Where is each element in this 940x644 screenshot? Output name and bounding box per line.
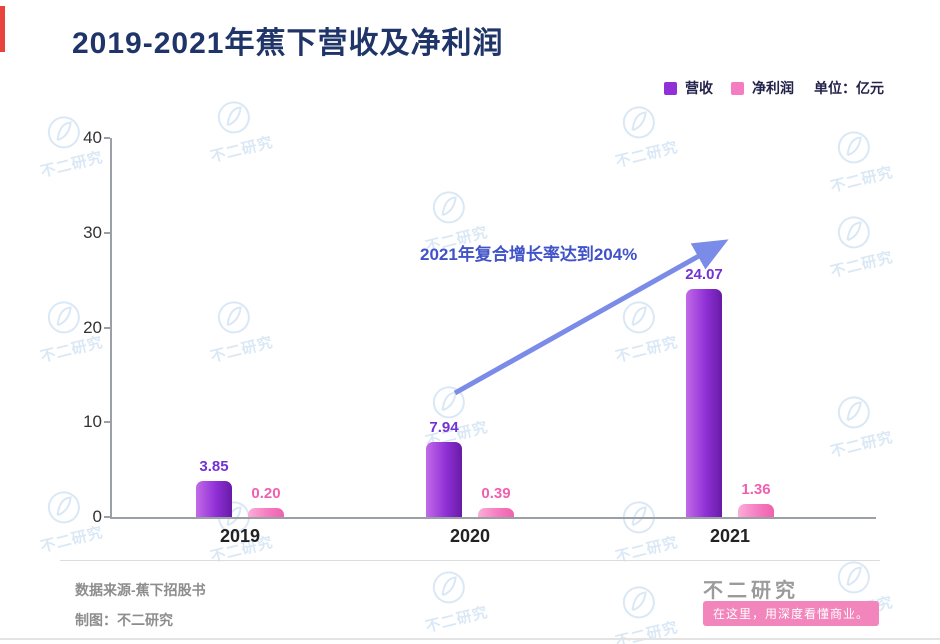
profit-value-label: 1.36 (741, 481, 771, 499)
x-axis-label: 2021 (709, 526, 751, 546)
revenue-value-label: 24.07 (685, 265, 723, 283)
y-axis-label: 40 (83, 128, 102, 147)
y-axis-tick (104, 326, 110, 329)
y-axis-label: 0 (92, 507, 102, 526)
corner-accent-bar (0, 6, 5, 52)
profit-bar-2020 (478, 508, 514, 517)
brand-tagline-badge: 在这里，用深度看懂商业。 (703, 601, 880, 626)
brand-leaf-icon (217, 301, 250, 334)
watermark: 不二研究 (594, 491, 690, 570)
watermark-text: 不二研究 (423, 603, 491, 636)
revenue-bar-2020 (426, 441, 462, 517)
revenue-value-label: 3.85 (199, 457, 229, 475)
brand-leaf-icon (837, 396, 870, 429)
watermark: 不二研究 (809, 121, 905, 200)
watermark: 不二研究 (189, 91, 285, 170)
credit-text: 制图：不二研究 (75, 612, 173, 628)
watermark-text: 不二研究 (38, 148, 106, 181)
watermark-text: 不二研究 (208, 333, 276, 366)
profit-value-label: 0.39 (481, 485, 511, 502)
y-axis-tick (104, 421, 110, 424)
y-axis-label: 30 (83, 222, 102, 242)
y-axis-tick (104, 137, 110, 139)
brand-leaf-icon (837, 131, 870, 164)
watermark-text: 不二研究 (613, 138, 681, 171)
watermark-text: 不二研究 (828, 163, 896, 196)
watermark: 不二研究 (404, 561, 500, 640)
growth-annotation: 2021年复合增长率达到204% (420, 245, 638, 264)
y-axis-label: 10 (83, 412, 102, 432)
unit-label: 单位：亿元 (814, 80, 884, 96)
y-axis-tick (104, 516, 110, 518)
x-axis-label: 2020 (449, 526, 491, 546)
revenue-bar-2019 (196, 480, 232, 517)
profit-bar-2019 (248, 508, 284, 517)
brand-leaf-icon (622, 586, 655, 619)
footer-divider (60, 560, 880, 561)
brand-leaf-icon (837, 561, 870, 594)
revenue-bar-2021 (686, 288, 722, 517)
page-title: 2019-2021年蕉下营收及净利润 (72, 27, 504, 60)
watermark: 不二研究 (189, 291, 285, 370)
y-axis-label: 20 (83, 317, 102, 337)
legend-swatch-profit (731, 81, 744, 95)
brand-leaf-icon (217, 101, 250, 134)
brand-name: 不二研究 (703, 580, 799, 602)
profit-bar-2021 (738, 504, 774, 517)
revenue-value-label: 7.94 (429, 418, 459, 436)
x-axis-label: 2019 (219, 526, 261, 546)
y-axis-line (110, 138, 112, 517)
legend-label-profit: 净利润 (752, 80, 794, 96)
watermark: 不二研究 (809, 386, 905, 465)
legend-label-revenue: 营收 (685, 80, 713, 96)
y-axis-tick (104, 231, 110, 234)
brand-leaf-icon (622, 106, 655, 139)
x-axis-line (110, 517, 876, 519)
watermark-text: 不二研究 (208, 133, 276, 166)
growth-arrow (453, 239, 729, 396)
watermark: 不二研究 (809, 206, 905, 285)
watermark: 不二研究 (594, 576, 690, 644)
brand-leaf-icon (837, 216, 870, 249)
chart-legend: 营收 净利润 单位：亿元 (664, 78, 884, 98)
watermark-text: 不二研究 (613, 533, 681, 566)
watermark-text: 不二研究 (828, 248, 896, 281)
brand-leaf-icon (432, 571, 465, 604)
watermark: 不二研究 (594, 96, 690, 175)
brand-leaf-icon (432, 191, 465, 224)
legend-swatch-revenue (664, 81, 677, 95)
data-source-text: 数据来源-蕉下招股书 (75, 582, 206, 598)
bottom-border (0, 638, 940, 640)
profit-value-label: 0.20 (251, 485, 281, 502)
watermark-text: 不二研究 (828, 428, 896, 461)
